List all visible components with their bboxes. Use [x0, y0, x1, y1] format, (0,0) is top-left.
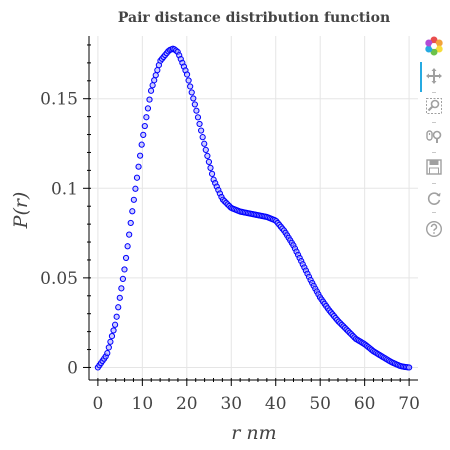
data-point [406, 364, 413, 371]
toolbar-separator [432, 152, 436, 153]
x-tick-label: 40 [265, 394, 287, 414]
data-point [132, 185, 139, 192]
data-point [121, 266, 128, 273]
wheel-zoom-icon [426, 130, 442, 143]
data-point [199, 134, 206, 141]
save-icon [426, 159, 442, 175]
data-point [140, 131, 147, 138]
y-axis-label: P(r) [10, 192, 32, 230]
x-axis-label: r nm [231, 422, 276, 444]
data-point [191, 101, 198, 108]
reset-icon [427, 192, 441, 205]
active-tool-indicator [420, 62, 422, 92]
grid-lines [89, 36, 418, 380]
y-axis: 0 0.05 0.1 0.15 [40, 44, 91, 378]
data-point [138, 141, 145, 148]
data-point [110, 327, 117, 334]
y-tick-label: 0.15 [40, 90, 78, 110]
data-point [149, 82, 156, 89]
data-point [208, 170, 216, 177]
x-tick-label: 50 [309, 394, 331, 414]
data-point [183, 71, 191, 78]
data-point [146, 96, 153, 103]
data-point [108, 333, 116, 340]
toolbar-separator [432, 122, 436, 123]
help-icon [425, 220, 443, 238]
toolbar [418, 34, 450, 244]
data-point [152, 72, 159, 79]
toolbar-separator [432, 212, 436, 213]
data-point [126, 231, 133, 238]
data-point [147, 87, 155, 94]
chart-title: Pair distance distribution function [118, 10, 390, 26]
data-point [124, 243, 131, 250]
plot-frame [88, 36, 418, 381]
data-point [144, 105, 152, 112]
data-point [143, 114, 150, 121]
data-point [118, 285, 125, 292]
data-point [187, 83, 194, 90]
data-point [198, 127, 205, 134]
data-point [151, 77, 158, 84]
data-point [129, 208, 136, 215]
save-tool[interactable] [420, 155, 448, 179]
data-point [122, 254, 130, 262]
data-point [127, 219, 134, 227]
y-tick-label: 0 [67, 358, 78, 378]
x-tick-label: 70 [398, 394, 420, 414]
data-point [204, 152, 211, 159]
data-point [194, 114, 202, 121]
data-point [202, 146, 209, 154]
y-tick-label: 0.05 [40, 269, 78, 289]
data-point [116, 294, 123, 301]
toolbar-separator [432, 92, 436, 93]
data-series[interactable] [94, 45, 413, 371]
reset-tool[interactable] [420, 186, 448, 210]
data-point [188, 89, 195, 96]
data-point [207, 164, 214, 171]
data-point [119, 275, 127, 283]
data-point [196, 120, 203, 128]
x-tick-label: 60 [354, 394, 376, 414]
data-point [105, 344, 112, 351]
data-point [135, 163, 142, 170]
data-point [205, 158, 213, 165]
data-point [193, 107, 200, 114]
data-point [113, 313, 120, 320]
data-point [130, 196, 137, 203]
bokeh-logo-icon [425, 36, 443, 56]
data-point [154, 67, 161, 74]
help-tool[interactable] [420, 217, 448, 241]
x-tick-label: 10 [132, 394, 154, 414]
data-point [141, 122, 148, 130]
data-point [137, 152, 144, 159]
data-point [190, 95, 197, 102]
wheel-zoom-tool[interactable] [420, 125, 448, 149]
data-point [133, 174, 141, 181]
data-point [107, 338, 114, 345]
toolbar-separator [432, 183, 436, 184]
x-tick-label: 0 [92, 394, 103, 414]
x-axis: 0 10 20 30 40 50 60 70 [92, 378, 420, 414]
x-tick-label: 20 [176, 394, 198, 414]
data-point [201, 140, 208, 147]
data-point [185, 77, 192, 84]
bokeh-logo[interactable] [420, 34, 448, 58]
pan-tool[interactable] [420, 64, 448, 88]
data-point [115, 304, 122, 311]
data-point [111, 321, 119, 328]
box-zoom-tool[interactable] [420, 94, 448, 118]
box-zoom-icon [426, 98, 442, 114]
y-tick-label: 0.1 [51, 179, 78, 199]
data-point [104, 350, 111, 357]
pan-icon [426, 68, 442, 84]
x-tick-label: 30 [220, 394, 242, 414]
